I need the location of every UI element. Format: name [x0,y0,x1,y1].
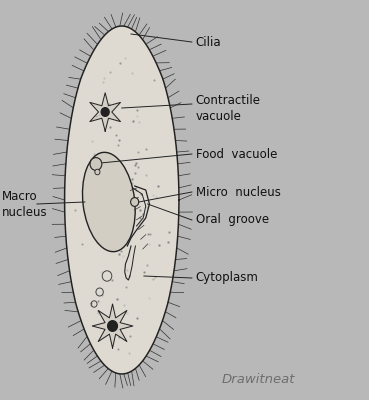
Text: Cilia: Cilia [196,36,221,48]
Circle shape [90,158,102,170]
Circle shape [131,198,139,206]
Circle shape [101,108,109,116]
Text: Drawitneat: Drawitneat [221,373,295,386]
Polygon shape [90,93,121,131]
Polygon shape [92,304,133,348]
Text: Micro  nucleus: Micro nucleus [196,186,280,198]
Text: Cytoplasm: Cytoplasm [196,272,258,284]
Polygon shape [65,26,179,374]
Text: Contractile
vacuole: Contractile vacuole [196,94,261,122]
Circle shape [95,169,100,175]
Text: Food  vacuole: Food vacuole [196,148,277,160]
Text: Oral  groove: Oral groove [196,214,269,226]
Text: Macro
nucleus: Macro nucleus [2,190,48,218]
Ellipse shape [83,152,135,252]
Circle shape [108,321,117,331]
